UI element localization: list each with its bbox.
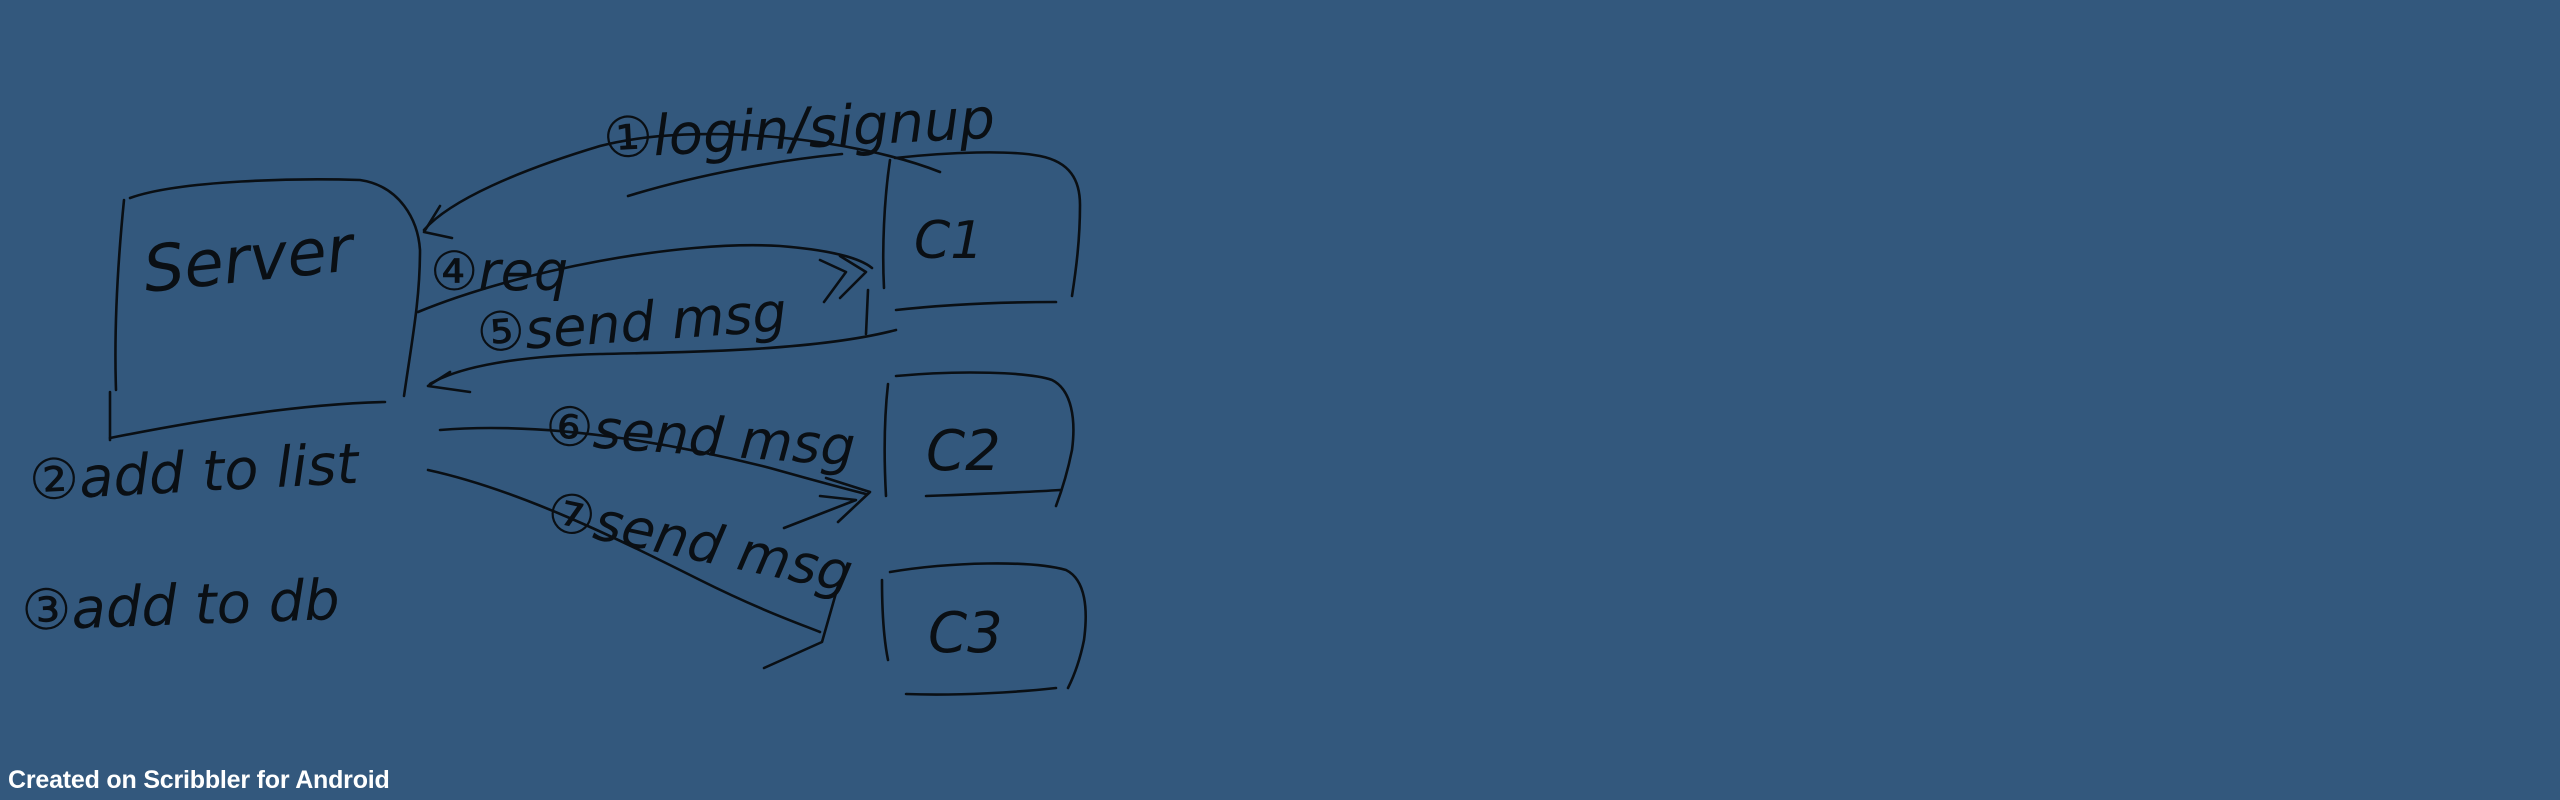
login-arrowhead [422,204,454,240]
add-to-db-label: ③add to db [20,568,341,644]
c1-node: C1 [881,151,1082,312]
login-curve [422,132,942,232]
send-msg-c3-label: ⑦send msg [541,479,858,605]
req-arrowhead [838,254,868,300]
send-msg-back-mark [864,288,870,336]
add-to-list-label: ②add to list [27,432,362,514]
send-msg-c2-label: ⑥send msg [543,394,857,479]
send-msg-c3-arrowhead [762,584,840,670]
c3-box-outline [880,562,1087,696]
send-msg-c2-curve [438,426,868,496]
side-notes: ②add to list ③add to db [20,432,362,644]
c1-box-outline [881,151,1082,312]
server-box-outline [108,178,422,440]
c3-label: C3 [928,601,1003,666]
send-msg-back-arrowhead [426,370,472,394]
send-msg-c2-arrowhead [824,476,872,524]
footer-credit: Created on Scribbler for Android [8,766,390,794]
req-arrowhead-2 [818,258,848,304]
send-msg-c3-curve [426,468,822,634]
c2-box-outline [883,371,1075,508]
send-msg-c2-arrowhead-2 [782,494,858,530]
send-msg-back-curve [428,328,898,386]
c3-node: C3 [880,562,1087,696]
c2-label: C2 [926,419,1001,484]
req-curve [416,243,874,314]
send-msg-c3-arrow: ⑦send msg [426,468,858,670]
req-label: ④req [430,240,568,303]
c2-node: C2 [883,371,1075,508]
login-signup-arrow: ①login/signup [422,87,997,240]
c1-label: C1 [914,211,983,271]
login-underline [626,152,844,198]
server-label: Server [140,212,360,308]
server-node: Server [108,178,422,442]
req-arrow: ④req [416,240,874,314]
